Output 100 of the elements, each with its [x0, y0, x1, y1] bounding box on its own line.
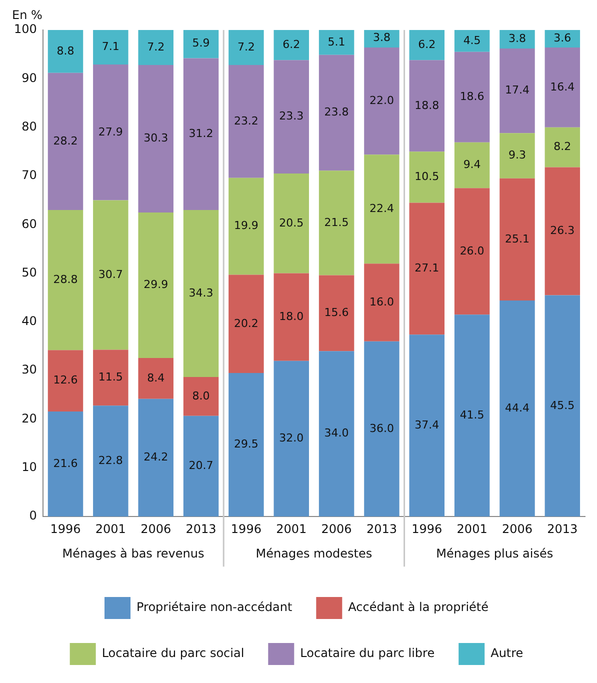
bar [274, 30, 309, 60]
bar [544, 167, 580, 296]
bar [183, 58, 219, 210]
x-tick-label: 2013 [547, 522, 578, 536]
bar [409, 60, 445, 152]
data-label: 5.1 [328, 35, 346, 48]
y-tick-label: 100 [14, 22, 37, 36]
bar [93, 200, 128, 350]
data-label: 7.2 [237, 40, 255, 54]
legend-label: Propriétaire non-accédant [136, 600, 292, 614]
bar [364, 341, 400, 517]
data-label: 19.9 [234, 219, 258, 232]
data-label: 26.3 [550, 224, 575, 238]
x-tick-label: 2006 [140, 522, 172, 536]
bar [183, 376, 219, 416]
bar [138, 65, 174, 212]
data-label: 27.1 [414, 262, 440, 275]
x-tick-label: 2013 [186, 522, 216, 536]
data-label: 5.9 [192, 36, 210, 50]
bar [454, 314, 490, 517]
data-label: 16.0 [369, 295, 394, 308]
bar [48, 30, 84, 73]
data-label: 17.4 [504, 84, 530, 97]
x-tick-label: 1996 [412, 522, 442, 536]
y-tick-label: 30 [22, 362, 37, 377]
bar [48, 210, 84, 350]
data-label: 7.2 [147, 40, 165, 54]
data-label: 9.4 [463, 158, 481, 172]
text: Ménages plus aisés [436, 546, 554, 561]
bar [318, 275, 354, 352]
data-label: 29.5 [234, 438, 258, 451]
data-label: 22.8 [98, 454, 123, 467]
bar [93, 64, 128, 200]
data-label: 20.2 [234, 316, 258, 330]
data-label: 7.1 [102, 40, 120, 54]
bar [228, 373, 264, 517]
bar [48, 411, 84, 517]
data-label: 28.2 [53, 134, 78, 148]
bar [544, 295, 580, 517]
bar [138, 30, 174, 66]
data-label: 16.4 [550, 80, 575, 94]
data-label: 23.2 [234, 114, 258, 128]
x-tick-label: 2006 [321, 522, 352, 536]
y-tick-label: 90 [22, 70, 37, 85]
data-label: 12.6 [53, 374, 78, 387]
data-label: 8.4 [147, 371, 165, 384]
bar [318, 170, 354, 276]
bar [500, 178, 535, 301]
bar [544, 127, 580, 168]
data-label: 8.8 [56, 44, 74, 58]
data-label: 10.5 [414, 170, 440, 184]
data-label: 15.6 [324, 306, 349, 320]
data-label: 20.7 [188, 459, 214, 472]
data-label: 22.0 [369, 94, 394, 107]
data-label: 11.5 [98, 370, 123, 384]
data-label: 27.9 [98, 125, 123, 138]
bar [364, 48, 400, 155]
data-label: 21.5 [324, 216, 349, 229]
data-label: 45.5 [550, 398, 575, 412]
bar [138, 212, 174, 358]
data-label: 6.2 [418, 38, 436, 51]
data-label: 22.4 [369, 202, 394, 215]
data-label: 34.0 [324, 426, 349, 440]
bar [500, 48, 535, 134]
data-label: 36.0 [369, 422, 394, 435]
data-label: 21.6 [53, 456, 78, 470]
data-label: 3.8 [508, 32, 526, 46]
bar [93, 350, 128, 406]
data-label: 6.2 [282, 38, 300, 51]
bar [454, 52, 490, 142]
bar [318, 30, 354, 55]
text: Ménages modestes [256, 546, 372, 561]
y-tick-label: 10 [22, 460, 37, 474]
bar [500, 30, 535, 48]
bar [274, 360, 309, 517]
x-tick-label: 2013 [366, 522, 397, 536]
bar [138, 398, 174, 517]
bar [48, 350, 84, 412]
bar [93, 30, 128, 65]
data-label: 26.0 [460, 244, 484, 258]
y-tick-label: 60 [22, 216, 37, 231]
bar [228, 65, 264, 178]
bar [500, 133, 535, 178]
bar [409, 202, 445, 335]
x-tick-label: 2001 [456, 522, 488, 536]
y-tick-label: 20 [22, 411, 37, 426]
bar [318, 54, 354, 171]
bar [454, 30, 490, 52]
bar [138, 358, 174, 399]
bar [48, 72, 84, 210]
data-label: 3.6 [554, 32, 572, 45]
bar [228, 178, 264, 275]
bar [228, 30, 264, 66]
bar [364, 264, 400, 342]
data-label: 30.7 [98, 268, 123, 281]
bar [93, 406, 128, 517]
data-label: 4.5 [463, 34, 481, 47]
bar [364, 30, 400, 48]
y-tick-label: 80 [22, 119, 37, 134]
data-label: 25.1 [504, 232, 530, 246]
